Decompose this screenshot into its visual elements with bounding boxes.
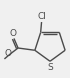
Text: O: O <box>5 49 12 58</box>
Text: Cl: Cl <box>37 12 46 21</box>
Text: S: S <box>47 63 53 72</box>
Text: O: O <box>10 29 17 38</box>
